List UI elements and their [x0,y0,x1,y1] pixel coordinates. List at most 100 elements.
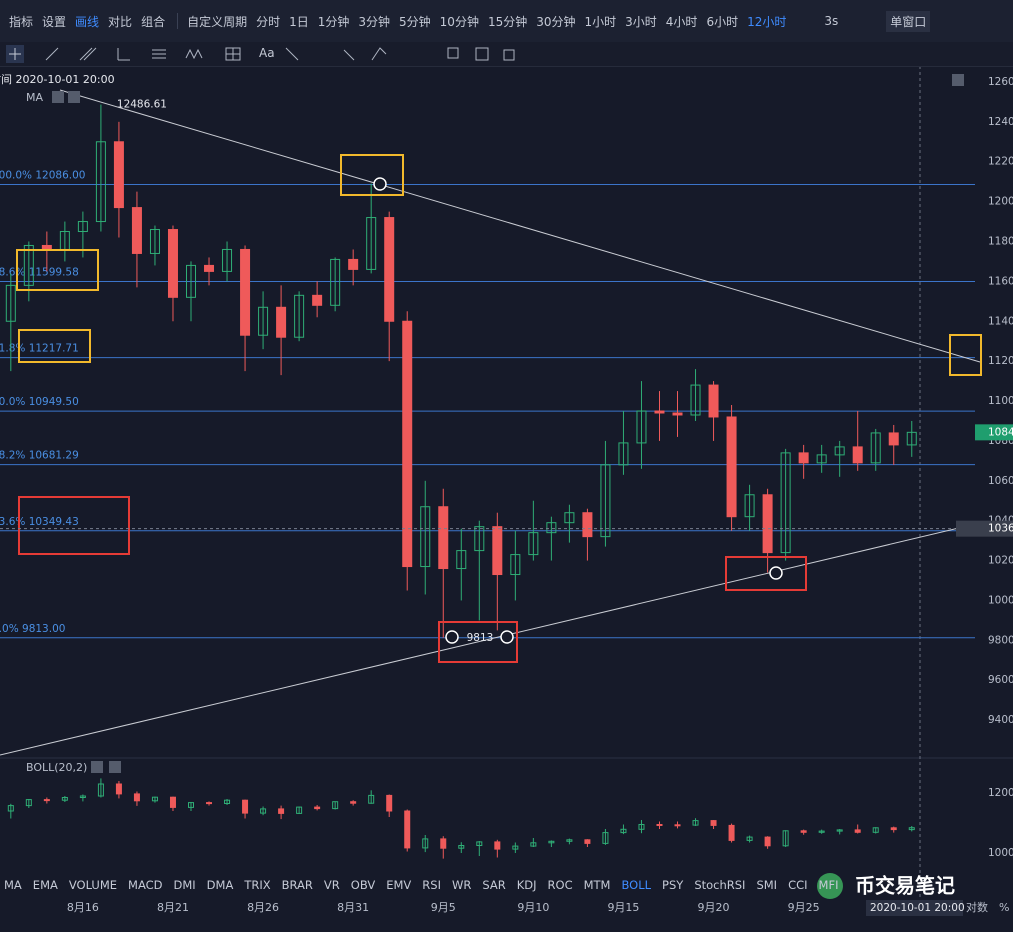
candle-body [456,550,467,570]
draw-icons [6,45,515,63]
highlight-box [438,621,518,663]
tab[interactable]: OBV [350,878,376,892]
candle-body [294,294,305,338]
candle-body [131,207,142,254]
period-menu[interactable]: 自定义周期 [187,14,248,29]
candle-body [602,832,609,844]
candle-body [149,229,160,254]
tool-indicator[interactable]: 指标 [9,14,34,29]
period[interactable]: 6小时 [706,14,739,29]
watermark-icon [817,873,843,899]
candle-body [746,836,753,841]
candle-body [5,284,16,322]
candle-body [169,796,176,808]
candle-body [780,452,791,554]
candle-body [890,827,897,831]
y-tick-label: 11000 [988,395,1013,407]
tab[interactable]: RSI [422,878,441,892]
icon-cross [9,48,21,60]
tab[interactable]: VR [323,878,340,892]
tool-combo[interactable]: 组合 [141,14,166,29]
tab[interactable]: MTM [583,878,611,892]
candle-body [366,217,377,270]
period[interactable]: 30分钟 [536,14,576,29]
highlight-box [340,154,404,196]
time-label: 时间 2020-10-01 20:00 [0,73,115,86]
tab[interactable]: KDJ [516,878,537,892]
x-tick-label: 9月5 [431,901,456,914]
percent-toggle: % [999,901,1009,914]
tab[interactable]: VOLUME [68,878,118,892]
candle-body [240,248,251,336]
candle-body [167,229,178,298]
candle-body [476,841,483,847]
tab[interactable]: DMA [206,878,234,892]
y-tick-label: 10000 [988,594,1013,606]
fib-label: 38.2% 10681.29 [0,450,79,462]
tab[interactable]: SAR [482,878,506,892]
candle-body [204,264,215,272]
tab[interactable]: ROC [547,878,573,892]
tab[interactable]: EMA [32,878,58,892]
period[interactable]: 1分钟 [317,14,350,29]
candle-body [548,840,555,844]
tab[interactable]: StochRSI [694,878,746,892]
period[interactable]: 15分钟 [487,14,528,29]
tool-compare[interactable]: 对比 [108,14,133,29]
candle-body [420,506,431,568]
candle-body [23,244,34,286]
candle-body [870,432,881,464]
period[interactable]: 1日 [289,14,309,29]
candle-body [186,264,196,298]
tab[interactable]: MA [4,878,22,892]
candle-body [906,431,917,446]
x-tick-label: 8月16 [67,901,99,914]
tab[interactable]: WR [451,878,472,892]
period[interactable]: 4小时 [665,14,698,29]
candle-body [61,797,68,801]
candle-body [404,810,411,849]
period[interactable]: 5分钟 [399,14,431,29]
candle-body [422,838,429,849]
candle-body [41,244,52,250]
period[interactable]: 10分钟 [439,14,479,29]
tab[interactable]: MACD [128,878,163,892]
candle-body [798,452,809,464]
tab-active[interactable]: BOLL [621,878,652,892]
candle-body [512,845,519,850]
candle-body [618,442,629,466]
period[interactable]: 1小时 [584,14,617,29]
fib-label: 78.6% 11599.58 [0,266,79,278]
tab[interactable]: SMI [756,878,778,892]
candle-body [816,454,827,464]
candle-body [438,506,449,570]
boll-tick-label: 12000 [988,787,1013,799]
tool-draw[interactable]: 画线 [75,14,100,29]
refresh[interactable]: 3s [824,14,839,28]
period[interactable]: 3分钟 [358,14,391,29]
candle-body [818,830,825,833]
log-toggle: 对数 [966,900,988,914]
candle-body [762,494,773,554]
candle-body [206,802,213,805]
period[interactable]: 分时 [256,14,281,29]
tab[interactable]: EMV [386,878,412,892]
tab[interactable]: DMI [173,878,196,892]
y-tick-label: 11400 [988,315,1013,327]
tool-settings[interactable]: 设置 [42,14,67,29]
anchor-point [769,566,783,580]
text-tool[interactable]: Aa [259,46,275,60]
footer-time: 2020-10-01 20:00 [870,902,965,914]
candle-body [95,141,106,223]
period-active[interactable]: 12小时 [747,14,787,29]
tab[interactable]: PSY [662,878,684,892]
tab[interactable]: CCI [788,878,808,892]
y-tick-label: 12000 [988,196,1013,208]
candle-body [474,526,485,552]
tab[interactable]: BRAR [281,878,313,892]
window-mode[interactable]: 单窗口 [886,10,931,32]
tab[interactable]: TRIX [244,878,271,892]
candle-body [97,783,104,797]
tab[interactable]: MFI [818,878,839,892]
period[interactable]: 3小时 [625,14,657,29]
